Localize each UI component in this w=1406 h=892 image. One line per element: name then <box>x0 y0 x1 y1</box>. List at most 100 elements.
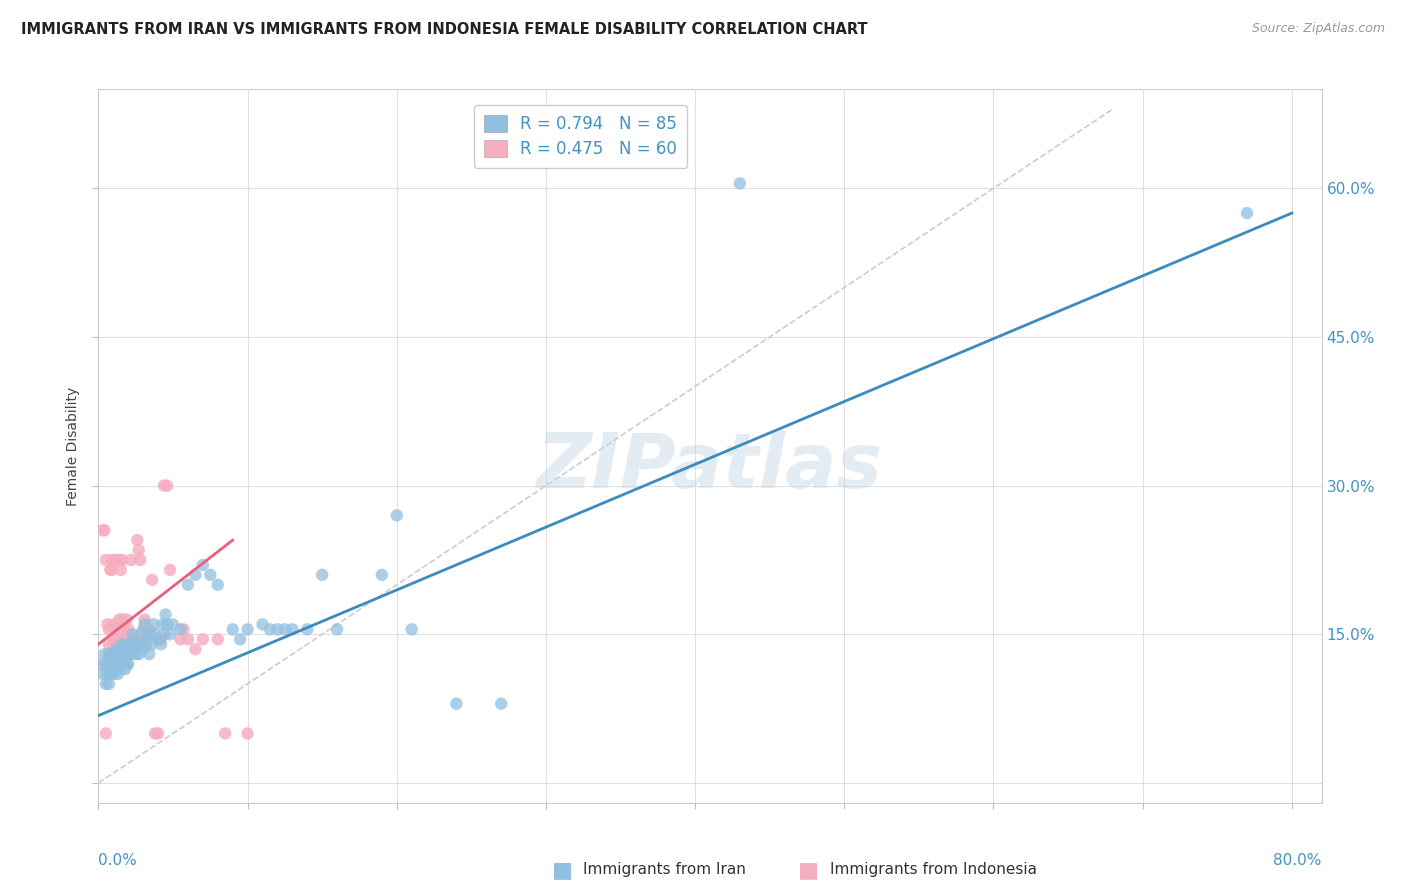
Point <box>125 642 148 657</box>
Point <box>110 642 132 657</box>
Point <box>150 632 173 647</box>
Point <box>115 632 138 647</box>
Point <box>172 623 194 637</box>
Point <box>129 553 152 567</box>
Point <box>266 623 288 637</box>
Point <box>281 623 304 637</box>
Text: ■: ■ <box>553 860 572 880</box>
Point <box>104 632 127 647</box>
Point <box>112 632 135 647</box>
Point <box>107 657 129 671</box>
Point <box>191 558 214 572</box>
Point <box>156 617 179 632</box>
Point <box>93 647 115 661</box>
Point <box>152 617 174 632</box>
Point <box>107 632 129 647</box>
Point <box>169 632 191 647</box>
Point <box>103 667 125 681</box>
Point <box>97 677 120 691</box>
Point <box>326 623 349 637</box>
Point <box>131 632 153 647</box>
Point <box>98 667 121 681</box>
Point <box>110 662 132 676</box>
Point <box>108 647 131 661</box>
Point <box>94 726 117 740</box>
Point <box>94 677 117 691</box>
Point <box>110 563 132 577</box>
Point <box>101 553 124 567</box>
Text: 0.0%: 0.0% <box>98 853 138 868</box>
Point <box>127 637 149 651</box>
Point <box>121 627 143 641</box>
Point <box>136 627 159 641</box>
Point <box>103 617 125 632</box>
Point <box>121 632 143 647</box>
Point <box>128 543 150 558</box>
Point <box>104 647 127 661</box>
Point <box>111 553 134 567</box>
Point <box>117 623 139 637</box>
Point <box>162 617 184 632</box>
Point <box>114 642 136 657</box>
Text: IMMIGRANTS FROM IRAN VS IMMIGRANTS FROM INDONESIA FEMALE DISABILITY CORRELATION : IMMIGRANTS FROM IRAN VS IMMIGRANTS FROM … <box>21 22 868 37</box>
Point <box>150 637 173 651</box>
Point <box>207 578 229 592</box>
Point <box>120 553 142 567</box>
Point <box>143 726 166 740</box>
Text: 80.0%: 80.0% <box>1274 853 1322 868</box>
Point <box>97 637 120 651</box>
Point <box>127 533 149 548</box>
Point <box>169 623 191 637</box>
Point <box>105 662 128 676</box>
Point <box>117 657 139 671</box>
Point <box>131 637 153 651</box>
Point <box>139 627 162 641</box>
Point <box>446 697 468 711</box>
Point <box>371 567 394 582</box>
Point <box>1236 206 1258 220</box>
Point <box>207 632 229 647</box>
Point <box>401 623 423 637</box>
Point <box>111 637 134 651</box>
Point <box>97 623 120 637</box>
Point <box>221 623 243 637</box>
Point <box>101 647 124 661</box>
Point <box>385 508 408 523</box>
Point <box>101 563 124 577</box>
Point <box>114 642 136 657</box>
Point <box>93 523 115 537</box>
Point <box>142 617 165 632</box>
Point <box>191 632 214 647</box>
Point <box>177 578 200 592</box>
Text: ZIPatlas: ZIPatlas <box>537 431 883 504</box>
Point <box>118 642 141 657</box>
Point <box>259 623 281 637</box>
Point <box>94 657 117 671</box>
Point <box>97 647 120 661</box>
Point <box>134 612 156 626</box>
Point <box>112 647 135 661</box>
Point <box>134 617 156 632</box>
Point <box>728 177 751 191</box>
Point <box>103 637 125 651</box>
Point <box>489 697 512 711</box>
Point <box>105 642 128 657</box>
Point <box>122 637 145 651</box>
Legend: R = 0.794   N = 85, R = 0.475   N = 60: R = 0.794 N = 85, R = 0.475 N = 60 <box>474 104 688 168</box>
Point <box>98 563 121 577</box>
Point <box>177 632 200 647</box>
Point <box>141 573 163 587</box>
Point <box>229 632 252 647</box>
Point <box>98 647 121 661</box>
Point <box>146 632 169 647</box>
Point <box>107 642 129 657</box>
Point <box>103 657 125 671</box>
Point <box>135 637 157 651</box>
Point <box>135 632 157 647</box>
Point <box>108 612 131 626</box>
Point <box>120 647 142 661</box>
Point <box>120 637 142 651</box>
Point <box>214 726 236 740</box>
Point <box>125 647 148 661</box>
Point <box>98 657 121 671</box>
